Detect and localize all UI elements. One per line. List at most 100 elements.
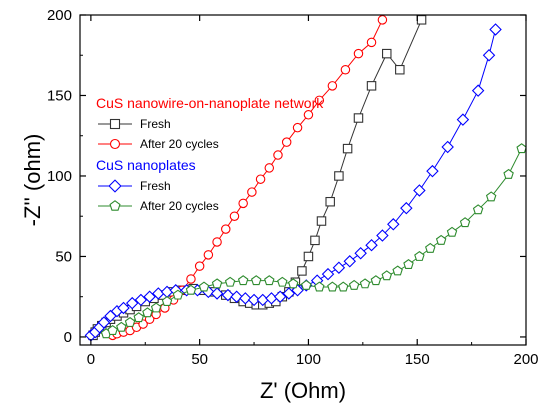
diamond-marker: [321, 267, 335, 281]
pentagon-marker: [359, 278, 371, 289]
square-marker: [325, 196, 335, 207]
pentagon-marker: [124, 316, 136, 327]
diamond-marker: [489, 23, 502, 36]
circle-marker: [203, 250, 214, 260]
diamond-marker: [343, 255, 357, 268]
diamond-marker: [125, 296, 139, 310]
legend-entry-label: Fresh: [140, 179, 171, 193]
pentagon-marker: [516, 143, 526, 154]
circle-marker: [366, 37, 377, 48]
pentagon-marker: [237, 275, 249, 286]
diamond-marker: [456, 113, 470, 126]
legend-entry-label: Fresh: [140, 117, 171, 131]
pentagon-marker: [503, 168, 514, 179]
square-marker: [297, 266, 307, 276]
square-marker: [366, 81, 377, 91]
pentagon-marker: [172, 289, 184, 300]
pentagon-marker: [133, 312, 144, 323]
circle-marker: [229, 211, 240, 221]
diamond-marker: [108, 179, 122, 193]
circle-marker: [292, 122, 303, 133]
x-tick-label: 0: [87, 351, 95, 368]
y-tick-label: 100: [47, 168, 72, 185]
pentagon-marker: [287, 278, 299, 289]
pentagon-marker: [277, 276, 288, 287]
square-marker: [353, 113, 364, 123]
diamond-marker: [354, 247, 367, 260]
pentagon-marker: [425, 242, 436, 253]
plot-frame: [79, 14, 527, 346]
diamond-marker: [210, 287, 224, 300]
pentagon-marker: [327, 281, 338, 292]
legend-entry-label: After 20 cycles: [140, 137, 219, 151]
diamond-marker: [332, 261, 346, 274]
circle-marker: [238, 198, 248, 209]
pentagon-marker: [414, 250, 425, 261]
diamond-marker: [282, 287, 296, 300]
pentagon-marker: [485, 191, 497, 202]
pentagon-marker: [459, 217, 471, 228]
pentagon-marker: [109, 200, 121, 211]
diamond-marker: [471, 84, 485, 97]
pentagon-marker: [381, 270, 392, 281]
diamond-marker: [97, 316, 111, 329]
square-marker: [109, 118, 121, 130]
pentagon-marker: [150, 302, 162, 313]
legend: CuS nanowire-on-nanoplate network Fresh Af…: [96, 95, 324, 213]
square-marker: [334, 171, 344, 181]
legend-entry-label: After 20 cycles: [140, 199, 219, 213]
pentagon-marker: [250, 275, 262, 286]
pentagon-marker: [224, 276, 236, 287]
diamond-marker: [221, 288, 235, 302]
pentagon-marker: [314, 281, 325, 292]
circle-marker: [281, 137, 292, 147]
pentagon-marker: [348, 279, 360, 290]
diamond-marker: [441, 140, 454, 154]
x-tick-label: 150: [405, 351, 430, 368]
x-tick-label: 200: [513, 351, 538, 368]
x-tick-label: 100: [296, 351, 321, 368]
square-marker: [382, 48, 392, 59]
circle-marker: [303, 110, 314, 120]
circle-marker: [353, 48, 364, 59]
circle-marker: [109, 138, 121, 150]
pentagon-marker: [116, 321, 127, 332]
series-layer: [84, 15, 526, 342]
pentagon-marker: [264, 275, 275, 286]
series-1: [107, 15, 388, 341]
diamond-marker: [239, 292, 252, 305]
circle-marker: [186, 274, 196, 284]
series-3: [100, 143, 526, 339]
diamond-marker: [387, 218, 400, 231]
pentagon-marker: [198, 281, 210, 292]
diamond-marker: [230, 290, 243, 303]
y-tick-label: 200: [47, 7, 72, 24]
pentagon-marker: [107, 325, 118, 335]
pentagon-marker: [161, 296, 173, 306]
x-axis-title: Z' (Ohm): [260, 378, 346, 403]
square-marker: [316, 216, 327, 226]
pentagon-marker: [435, 234, 447, 245]
pentagon-marker: [142, 307, 153, 318]
circle-marker: [273, 150, 283, 160]
circle-marker: [247, 187, 257, 197]
square-marker: [310, 235, 320, 246]
pentagon-marker: [472, 204, 484, 215]
diamond-marker: [400, 201, 413, 215]
y-tick-label: 0: [64, 329, 72, 346]
pentagon-marker: [211, 278, 223, 289]
circle-marker: [314, 95, 325, 106]
tick-layer: 0 50 100 150 200 0 50 100 150 200: [47, 7, 539, 368]
square-marker: [342, 143, 353, 154]
x-tick-label: 50: [191, 351, 208, 368]
y-tick-label: 150: [47, 87, 72, 104]
square-marker: [416, 15, 427, 25]
diamond-marker: [365, 238, 378, 252]
diamond-marker: [413, 184, 426, 197]
circle-marker: [377, 15, 388, 25]
pentagon-marker: [185, 284, 197, 295]
y-tick-label: 50: [55, 248, 72, 265]
diamond-marker: [117, 301, 130, 315]
diamond-marker: [376, 229, 389, 242]
